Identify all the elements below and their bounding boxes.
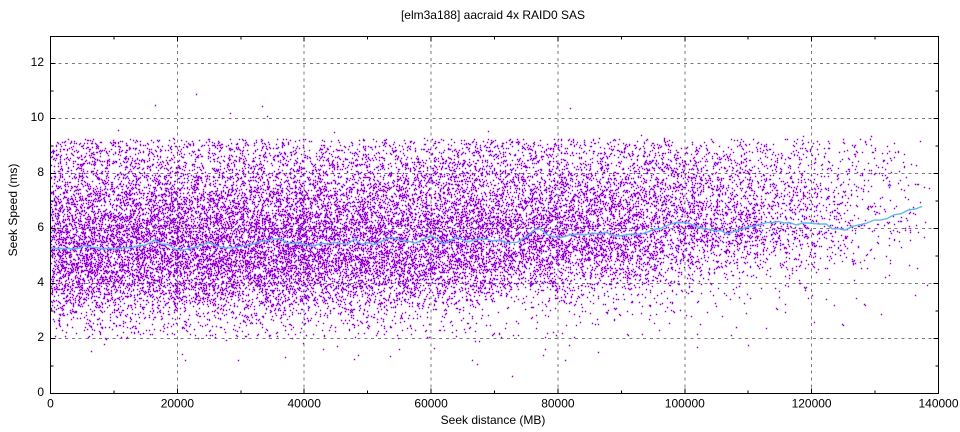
svg-text:2: 2 bbox=[37, 330, 44, 344]
svg-text:80000: 80000 bbox=[541, 396, 575, 410]
svg-text:20000: 20000 bbox=[161, 396, 195, 410]
svg-text:100000: 100000 bbox=[665, 396, 705, 410]
svg-text:60000: 60000 bbox=[414, 396, 448, 410]
svg-text:Seek Speed (ms): Seek Speed (ms) bbox=[6, 164, 20, 257]
svg-text:6: 6 bbox=[37, 220, 44, 234]
svg-text:10: 10 bbox=[31, 110, 45, 124]
svg-text:120000: 120000 bbox=[792, 396, 832, 410]
svg-text:140000: 140000 bbox=[918, 396, 958, 410]
svg-text:[elm3a188] aacraid 4x RAID0 SA: [elm3a188] aacraid 4x RAID0 SAS bbox=[401, 8, 585, 22]
svg-text:4: 4 bbox=[37, 275, 44, 289]
svg-text:Seek distance (MB): Seek distance (MB) bbox=[441, 413, 546, 427]
svg-text:0: 0 bbox=[37, 385, 44, 399]
svg-text:40000: 40000 bbox=[288, 396, 322, 410]
svg-text:0: 0 bbox=[47, 396, 54, 410]
svg-text:12: 12 bbox=[31, 55, 45, 69]
svg-text:8: 8 bbox=[37, 165, 44, 179]
